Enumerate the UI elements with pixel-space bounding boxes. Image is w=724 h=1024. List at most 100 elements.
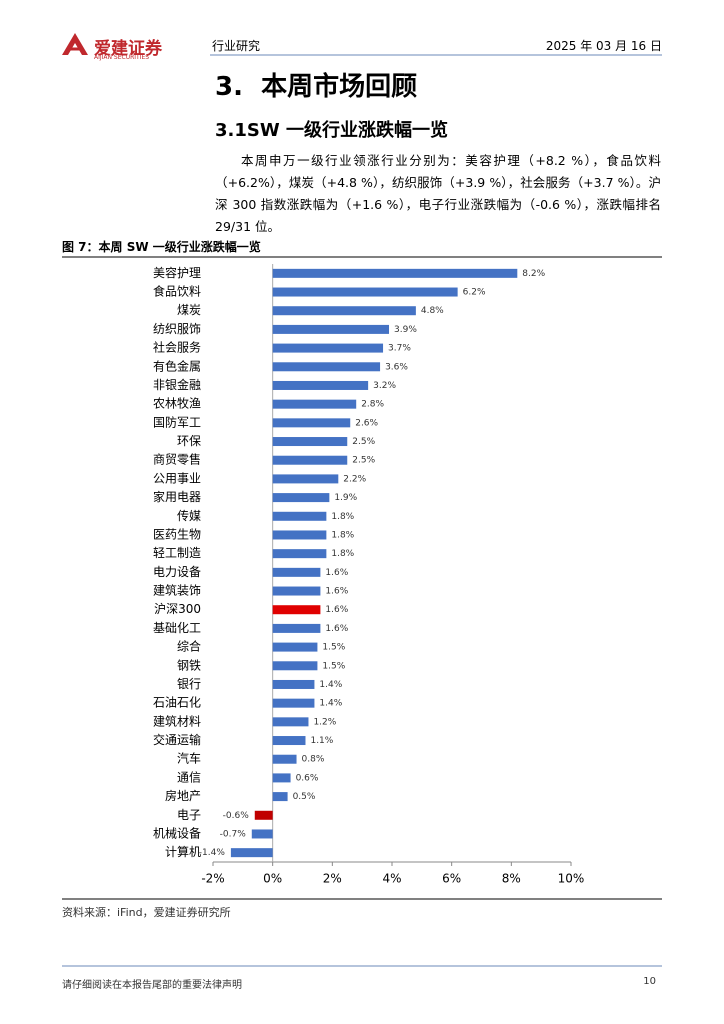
y-tick-label: 电子 [177, 808, 201, 822]
value-label: 1.6% [325, 568, 348, 578]
x-tick-label: 6% [442, 872, 461, 886]
bar [272, 567, 321, 577]
value-label: 2.6% [355, 418, 378, 428]
bar [272, 474, 339, 484]
value-label: 1.5% [322, 643, 345, 653]
y-tick-label: 非银金融 [153, 377, 201, 392]
bar [230, 848, 273, 858]
report-date: 2025 年 03 月 16 日 [545, 39, 662, 53]
y-tick-label: 社会服务 [153, 340, 201, 355]
value-label: 1.5% [322, 661, 345, 671]
value-label: 1.9% [334, 493, 357, 503]
y-tick-label: 有色金属 [153, 358, 201, 373]
bar [272, 306, 416, 316]
figure-title: 图 7：本周 SW 一级行业涨跌幅一览 [62, 240, 261, 254]
bar [272, 586, 321, 596]
y-tick-label: 银行 [177, 677, 201, 691]
page-number: 10 [643, 976, 656, 987]
bar [272, 455, 348, 465]
y-tick-label: 建筑材料 [153, 713, 201, 728]
value-label: 1.4% [319, 680, 342, 690]
y-tick-label: 医药生物 [153, 527, 201, 541]
value-label: -1.4% [199, 848, 226, 858]
y-tick-label: 传媒 [177, 508, 201, 523]
bar [272, 437, 348, 447]
bar [272, 399, 357, 409]
value-label: 0.6% [296, 773, 319, 783]
value-label: 8.2% [522, 269, 545, 279]
value-label: 1.8% [331, 512, 354, 522]
value-label: -0.6% [223, 811, 250, 821]
y-tick-label: 农林牧渔 [153, 397, 201, 411]
value-label: 6.2% [463, 288, 486, 298]
bar [272, 287, 458, 297]
x-tick-label: 2% [323, 872, 342, 886]
y-tick-label: 轻工制造 [153, 546, 201, 560]
bar [251, 829, 273, 839]
value-label: 1.4% [319, 699, 342, 709]
value-label: 1.6% [325, 587, 348, 597]
bar [272, 511, 327, 521]
value-label: 3.2% [373, 381, 396, 391]
value-label: 2.5% [352, 456, 375, 466]
y-tick-label: 电力设备 [153, 565, 201, 579]
bar [272, 623, 321, 633]
x-tick-label: 10% [558, 872, 585, 886]
value-label: 1.8% [331, 530, 354, 540]
bar [272, 605, 321, 615]
figure-source: 资料来源：iFind，爱建证券研究所 [62, 906, 231, 919]
company-name: 爱建证券 [94, 39, 162, 59]
section-title: 3. 本周市场回顾 [215, 72, 418, 102]
y-tick-label: 国防军工 [153, 414, 201, 429]
company-name-en: AIJIAN SECURITIES [94, 54, 150, 61]
y-tick-label: 公用事业 [153, 471, 201, 485]
bar [272, 642, 318, 652]
value-label: 3.9% [394, 325, 417, 335]
bar [272, 362, 381, 372]
bar [272, 792, 288, 802]
value-label: 0.5% [293, 792, 316, 802]
chart: -2% 0% 2% 4% 6% 8% 10% 美容护理 8.2% 食品饮料 6.2% 煤炭 4.8% 纺织… [153, 264, 585, 886]
y-tick-label: 纺织服饰 [153, 322, 201, 336]
x-tick-label: 8% [502, 872, 521, 886]
value-label: 3.6% [385, 362, 408, 372]
bar [272, 698, 315, 708]
y-tick-label: 食品饮料 [153, 284, 201, 299]
y-tick-label: 基础化工 [153, 621, 201, 635]
paragraph: 本周申万一级行业领涨行业分别为：美容护理（+8.2 %），食品饮料（+6.2%）… [215, 153, 661, 234]
y-tick-label: 通信 [177, 770, 201, 784]
y-tick-label: 石油石化 [153, 696, 201, 710]
value-label: 3.7% [388, 344, 411, 354]
x-tick-label: -2% [201, 872, 224, 886]
value-label: 1.6% [325, 605, 348, 615]
bar [272, 343, 384, 353]
y-tick-label: 综合 [177, 639, 201, 654]
x-tick-label: 0% [263, 872, 282, 886]
value-label: 1.1% [310, 736, 333, 746]
y-tick-label: 房地产 [165, 788, 201, 803]
y-tick-label: 钢铁 [177, 658, 201, 672]
report-type: 行业研究 [212, 39, 261, 53]
y-tick-label: 沪深300 [154, 602, 201, 616]
bar [272, 754, 297, 764]
value-label: 4.8% [421, 306, 444, 316]
value-label: 0.8% [302, 755, 325, 765]
bar [272, 717, 309, 727]
bar [272, 736, 306, 746]
y-tick-label: 煤炭 [177, 303, 201, 317]
bar [272, 380, 369, 390]
y-tick-label: 美容护理 [153, 265, 201, 280]
bar [272, 530, 327, 540]
value-label: 1.2% [313, 717, 336, 727]
value-label: 1.6% [325, 624, 348, 634]
bar [272, 493, 330, 503]
y-tick-label: 商贸零售 [153, 452, 201, 467]
y-tick-label: 环保 [177, 434, 201, 448]
value-label: 2.8% [361, 400, 384, 410]
bar [254, 810, 273, 820]
section-subtitle: 3.1SW 一级行业涨跌幅一览 [215, 120, 448, 141]
value-label: -0.7% [220, 829, 247, 839]
y-tick-label: 机械设备 [153, 825, 201, 840]
bar [272, 549, 327, 559]
